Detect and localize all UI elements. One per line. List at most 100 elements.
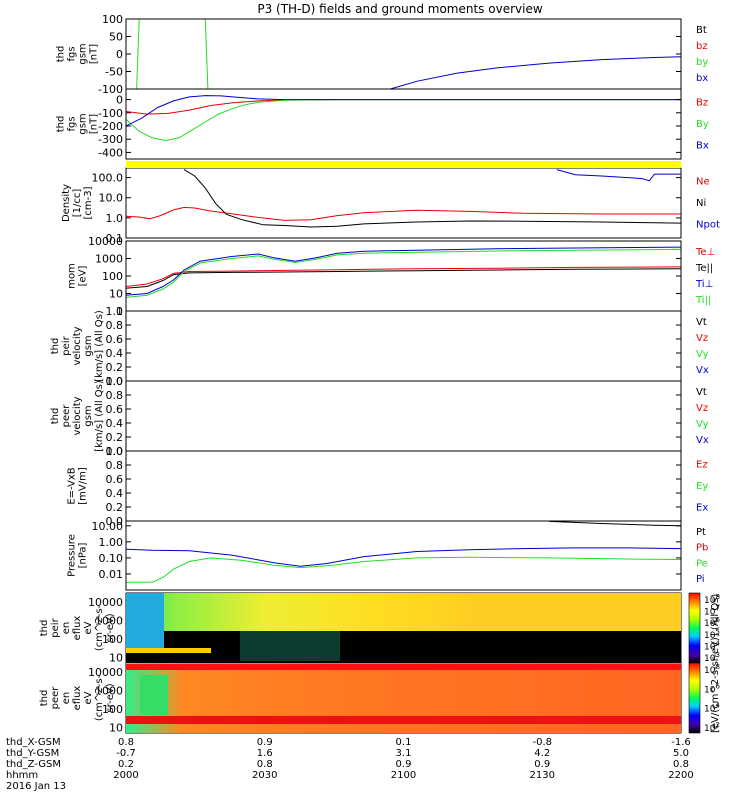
legend-Te: Te⊥ [695, 247, 715, 258]
electron-spectrogram-lowband [126, 716, 681, 724]
panel-frame [125, 88, 682, 160]
y-tick-label: 10 [109, 721, 123, 734]
ephemeris-value-time: 2030 [252, 770, 277, 781]
y-tick-label: 100 [102, 270, 123, 283]
ephemeris-value-x: -0.8 [532, 737, 552, 748]
electron-spectrogram-patch [140, 675, 168, 715]
colorbar-tick-label: 108 [704, 593, 720, 606]
electron-spectrogram-topband [126, 664, 681, 670]
legend-Vy: Vy [696, 349, 709, 360]
y-tick-label: 0.6 [106, 333, 124, 346]
plot-title: P3 (TH-D) fields and ground moments over… [257, 2, 542, 16]
colorbar-electrons [688, 662, 701, 734]
y-axis-label: E=-VxB[mV/m] [67, 467, 89, 505]
y-tick-label: 100 [102, 633, 123, 646]
panel-frame [125, 520, 682, 591]
colorbar-tick-label: 107 [704, 605, 720, 618]
y-tick-label: -300 [98, 133, 123, 146]
y-tick-label: 1.0 [106, 375, 124, 388]
y-tick-label: 0.10 [99, 552, 124, 565]
legend-Pe: Pe [696, 558, 708, 569]
series-bx-line [390, 56, 682, 90]
y-axis-label: thdpeirenefluxeV(cm^2-s-sr-eV) [39, 604, 116, 651]
legend-Bz: Bz [696, 98, 708, 109]
y-tick-label: 0.2 [106, 501, 124, 514]
panel-frame [125, 310, 682, 382]
legend-Vz: Vz [696, 333, 708, 344]
ephemeris-label: hhmm [6, 770, 38, 781]
ephemeris-label: thd_X-GSM [6, 737, 61, 748]
panel-frame [125, 240, 682, 312]
series-Te-line [125, 266, 682, 287]
ephemeris-label: 2016 Jan 13 [6, 781, 66, 792]
y-axis-label: Pressure[nPa] [67, 534, 89, 577]
panel-frame [125, 450, 682, 522]
ion-spectrogram-patch [126, 593, 164, 653]
ephemeris-value-z: 0.9 [396, 759, 412, 770]
ephemeris-value-time: 2000 [113, 770, 138, 781]
panel-7: Pt Pb Pe Pi 10.00 1.00 0.10 0.01 Pressure[nPa] [67, 520, 708, 591]
y-tick-label: 0.1 [106, 232, 124, 245]
colorbar-tick-label: 103 [704, 651, 720, 664]
y-tick-label: 1.00 [99, 536, 124, 549]
ephemeris-value-x: 0.9 [257, 737, 273, 748]
legend-Ez: Ez [696, 460, 708, 471]
y-tick-label: 0 [116, 94, 123, 107]
ephemeris-value-z: 0.9 [534, 759, 550, 770]
legend-Ey: Ey [696, 481, 708, 492]
series-Ne-line [125, 206, 681, 221]
ephemeris-value-y: -0.7 [116, 748, 136, 759]
legend-Te: Te|| [695, 263, 713, 274]
colorbar-label: [eV/(cm^2-s-sr-eV)] (All Qs) [710, 594, 721, 733]
y-tick-label: 0.0 [106, 515, 124, 528]
panel-1: Bz By Bx 0-100-200-300-400 thdfgsgsm[nT] [56, 88, 709, 160]
ephemeris-value-time: 2100 [391, 770, 416, 781]
legend-Ni: Ni [696, 198, 706, 209]
y-axis-label: thdfgsgsm[nT] [56, 43, 100, 64]
y-tick-label: 100 [102, 13, 123, 26]
y-tick-label: 0.8 [106, 459, 124, 472]
panel-3: Te⊥ Te|| Ti⊥ Ti|| 10000 1000 100 10 1 mom[eV] [67, 235, 716, 318]
legend-Npot: Npot [696, 219, 720, 230]
ephemeris-value-y: 1.6 [257, 748, 273, 759]
series-Npot-line [556, 169, 681, 182]
legend-by: by [696, 57, 708, 68]
series-Ni-line [183, 169, 682, 228]
legend-Vz: Vz [696, 403, 708, 414]
panels-layer: Btbzbybx100500-50-100thdfgsgsm[nT]BzByBx… [39, 13, 720, 734]
ion-spectrogram-speckle [240, 631, 340, 661]
series-Pe-line [126, 556, 682, 583]
y-axis-label: thdpeervelocitygsm[km/s] (All Qs) [50, 380, 105, 452]
colorbar-tick-label: 102 [704, 721, 720, 734]
ephemeris-label: thd_Z-GSM [6, 759, 61, 770]
series-by-line [136, 18, 209, 90]
ephemeris-value-y: 3.1 [396, 748, 412, 759]
ion-spectrogram-flux-band [126, 593, 681, 631]
y-tick-label: 1000 [95, 684, 123, 697]
y-tick-label: 1.0 [106, 445, 124, 458]
legend-Pt: Pt [696, 527, 706, 538]
panel-9: 10000 1000 100 10thdpeerenefluxeV(cm^2-s-sr… [39, 662, 682, 734]
ephemeris-value-time: 2130 [530, 770, 555, 781]
y-tick-label: 10.00 [92, 520, 124, 533]
y-axis-label: thdpeerenefluxeV(cm^2-s-sr-eV) [39, 674, 116, 721]
ephemeris-value-x: 0.8 [118, 737, 134, 748]
y-tick-label: 0.4 [106, 487, 124, 500]
ephemeris-value-z: 0.8 [673, 759, 689, 770]
ephemeris-value-time: 2200 [668, 770, 693, 781]
colorbar-tick-label: 104 [704, 639, 720, 652]
colorbar-tick-label: 108 [704, 663, 720, 676]
status-bar [126, 161, 681, 168]
legend-Ex: Ex [696, 502, 708, 513]
ephemeris-value-y: 4.2 [534, 748, 550, 759]
y-tick-label: 0.6 [106, 403, 124, 416]
panel-frame [125, 167, 682, 239]
y-tick-label: -200 [98, 120, 123, 133]
colorbar-tick-label: 106 [704, 616, 720, 629]
y-tick-label: 1.0 [106, 212, 124, 225]
colorbar-tick-label: 105 [704, 628, 720, 641]
series-Bx-line [125, 95, 681, 127]
